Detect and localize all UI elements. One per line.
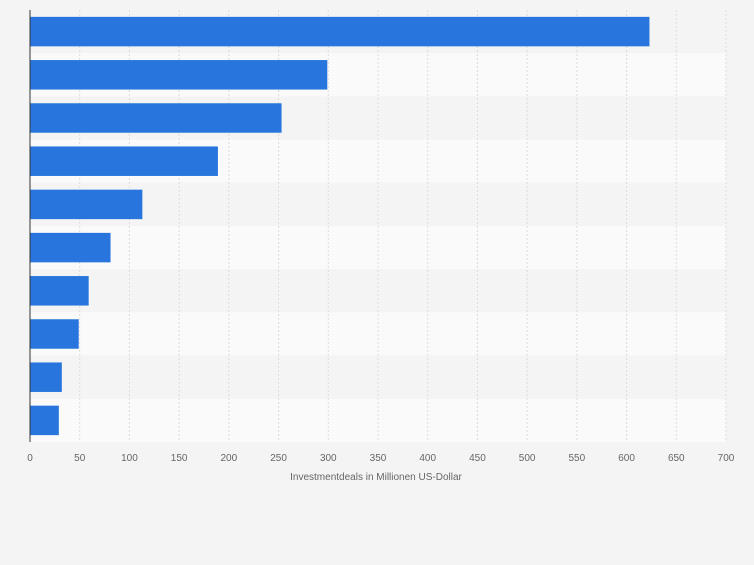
x-tick-label: 650 [668,453,685,464]
bar[interactable] [30,405,59,436]
bar[interactable] [30,60,328,90]
bar[interactable] [30,232,111,263]
bar[interactable] [30,189,143,220]
bar[interactable] [30,103,282,133]
x-tick-labels: 0 50 100 150 200 250 300 350 400 450 500 550 600 650 7… [27,453,735,464]
x-tick-label: 50 [74,453,86,464]
x-tick-label: 500 [519,453,536,464]
x-tick-label: 250 [270,453,287,464]
x-tick-label: 450 [469,453,486,464]
x-tick-label: 700 [718,453,735,464]
x-tick-label: 200 [221,453,238,464]
x-axis-title: Investmentdeals in Millionen US-Dollar [290,472,462,483]
bars [30,16,650,436]
bar[interactable] [30,362,62,392]
x-tick-label: 100 [121,453,138,464]
x-tick-label: 0 [27,453,33,464]
x-tick-label: 400 [419,453,436,464]
x-tick-label: 600 [618,453,635,464]
x-tick-label: 350 [370,453,387,464]
bar[interactable] [30,16,650,47]
bar[interactable] [30,146,218,176]
x-tick-label: 550 [569,453,586,464]
bar[interactable] [30,319,79,349]
x-tick-label: 300 [320,453,337,464]
bar[interactable] [30,276,89,306]
x-tick-label: 150 [171,453,188,464]
